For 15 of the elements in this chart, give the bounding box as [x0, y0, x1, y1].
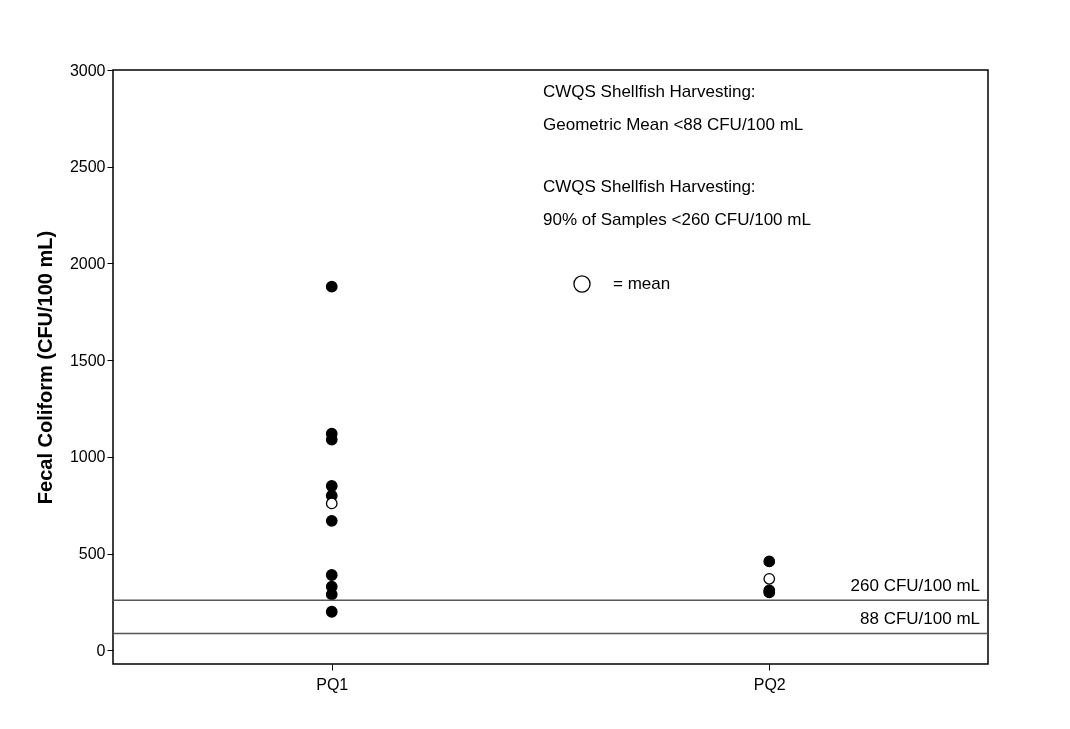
- legend-label: = mean: [613, 274, 671, 293]
- x-tick-label: PQ2: [753, 675, 786, 693]
- y-tick-label: 2500: [69, 158, 106, 176]
- y-tick-label: 1000: [69, 448, 106, 466]
- x-tick-label: PQ1: [316, 675, 349, 693]
- y-tick-label: 500: [78, 545, 106, 563]
- y-tick-label: 0: [96, 641, 106, 659]
- annotation: CWQS Shellfish Harvesting: 90% of Samples <260 CFU/100 mL: [543, 177, 811, 229]
- y-axis-title: Fecal Coliform (CFU/100 mL): [33, 230, 56, 505]
- y-tick-label: 1500: [69, 351, 106, 369]
- ref-line-label: 88 CFU/100 mL: [860, 609, 980, 629]
- ref-line-label: 260 CFU/100 mL: [850, 576, 980, 596]
- y-tick-label: 2000: [69, 254, 106, 272]
- annotation: CWQS Shellfish Harvesting: Geometric Mean <88 CFU/100 mL: [543, 82, 804, 134]
- y-tick-label: 3000: [69, 61, 106, 79]
